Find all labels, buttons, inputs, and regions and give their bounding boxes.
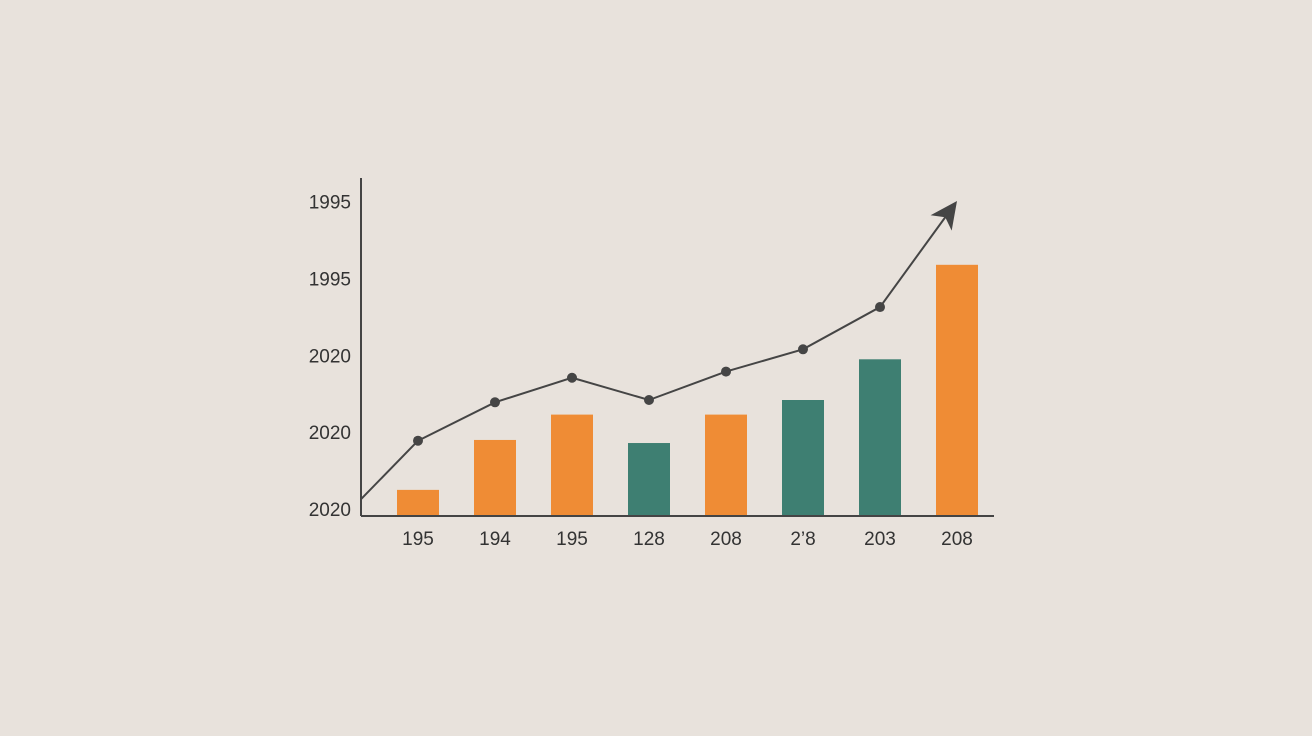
y-tick-label: 2020 (309, 346, 351, 367)
x-tick-label: 194 (479, 529, 511, 550)
bar (474, 439, 516, 516)
y-tick-label: 2020 (309, 423, 351, 444)
bar (782, 400, 824, 516)
trend-point (413, 435, 423, 446)
bar (859, 359, 901, 516)
y-tick-label: 1995 (309, 270, 351, 291)
trend-point (875, 302, 885, 313)
trend-lead (360, 440, 419, 500)
x-tick-label: 128 (633, 529, 665, 550)
trend-line (417, 211, 950, 442)
trend-point (644, 395, 654, 406)
x-tick-label: 203 (864, 529, 896, 550)
x-tick-label: 195 (402, 529, 434, 550)
trend-point (490, 397, 500, 408)
trend-point (567, 372, 577, 383)
bar (551, 414, 593, 516)
y-tick-label: 1995 (309, 193, 351, 214)
x-tick-label: 2’8 (790, 529, 815, 550)
arrow-head (930, 201, 957, 231)
trend-point (798, 344, 808, 355)
trend-point (721, 366, 731, 377)
bar (397, 489, 439, 516)
x-tick-label: 195 (556, 529, 588, 550)
bar (705, 414, 747, 516)
x-tick-label: 208 (710, 529, 742, 550)
y-tick-label: 2020 (309, 500, 351, 521)
x-tick-label: 208 (941, 529, 973, 550)
bar (628, 443, 670, 516)
bar (936, 264, 978, 516)
